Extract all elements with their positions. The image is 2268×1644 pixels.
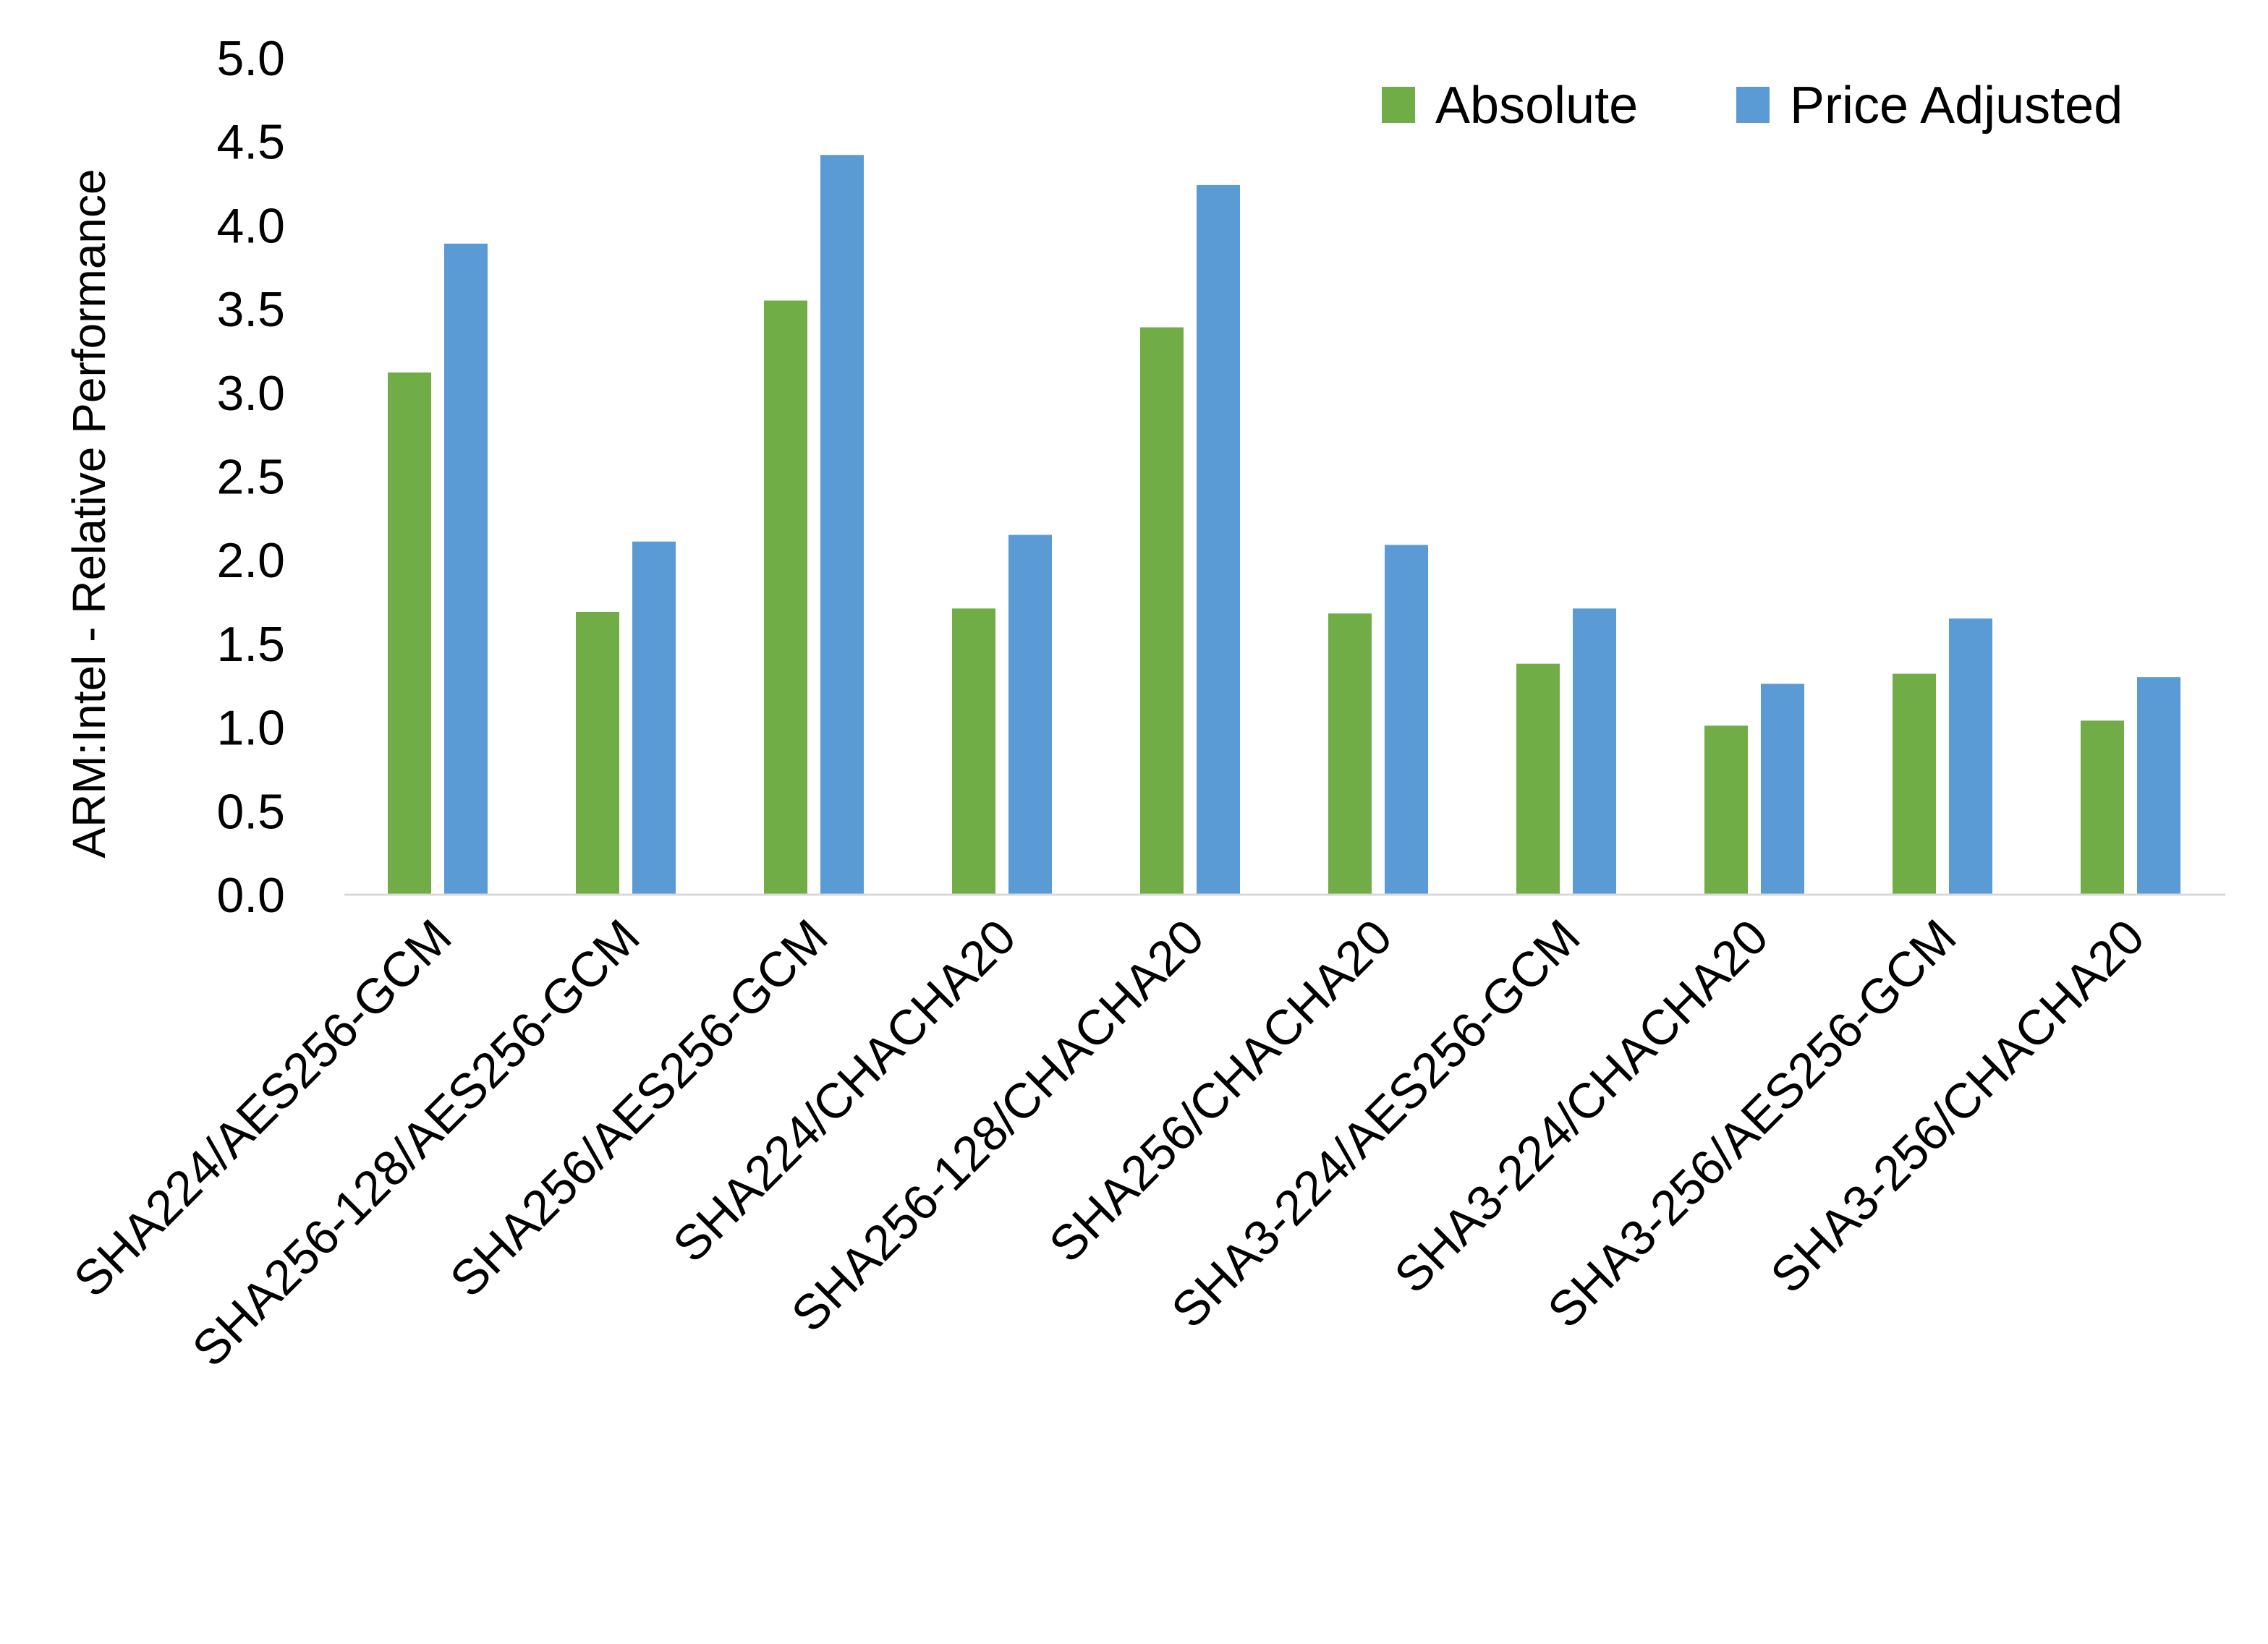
bar-price-adjusted <box>2137 677 2180 895</box>
bar-price-adjusted <box>1573 608 1616 895</box>
bar-absolute <box>952 608 995 895</box>
y-tick-label: 0.5 <box>216 784 285 839</box>
y-tick-label: 4.5 <box>216 115 285 170</box>
bar-absolute <box>1516 663 1560 895</box>
y-axis-ticks: 0.0 0.5 1.0 1.5 2.0 2.5 3.0 3.5 4.0 4.5 5.0 <box>216 31 285 923</box>
bar-price-adjusted <box>1949 618 1992 895</box>
x-tick-label: SHA256/CHACHA20 <box>1039 909 1403 1273</box>
legend-label: Absolute <box>1435 77 1638 135</box>
y-axis-label: ARM:Intel - Relative Performance <box>63 169 115 858</box>
legend-swatch <box>1736 87 1770 123</box>
x-tick-label: SHA224/AES256-GCM <box>64 909 462 1308</box>
bar-absolute <box>1704 725 1748 895</box>
bar-absolute <box>1328 613 1372 895</box>
bars <box>388 155 2180 895</box>
y-tick-label: 2.0 <box>216 533 285 588</box>
x-tick-label: SHA256/AES256-GCM <box>440 909 838 1308</box>
legend: Absolute Price Adjusted <box>1382 77 2123 135</box>
bar-price-adjusted <box>632 541 676 895</box>
bar-price-adjusted <box>820 155 864 895</box>
bar-absolute <box>1893 673 1936 895</box>
bar-absolute <box>1140 327 1184 895</box>
bar-absolute <box>388 372 431 895</box>
y-tick-label: 1.0 <box>216 701 285 756</box>
y-tick-label: 3.0 <box>216 366 285 421</box>
y-tick-label: 0.0 <box>216 868 285 923</box>
y-tick-label: 2.5 <box>216 450 285 505</box>
x-tick-label: SHA3-256/CHACHA20 <box>1760 909 2154 1303</box>
x-tick-label: SHA224/CHACHA20 <box>663 909 1027 1273</box>
y-tick-label: 1.5 <box>216 617 285 672</box>
y-tick-label: 3.5 <box>216 282 285 337</box>
bar-absolute <box>576 611 619 895</box>
bar-price-adjusted <box>444 243 488 895</box>
bar-price-adjusted <box>1385 545 1428 895</box>
legend-label: Price Adjusted <box>1790 77 2123 135</box>
bar-price-adjusted <box>1008 534 1052 895</box>
x-axis-labels: SHA224/AES256-GCMSHA256-128/AES256-GCMSH… <box>64 909 2155 1377</box>
bar-price-adjusted <box>1197 184 1240 895</box>
bar-price-adjusted <box>1761 683 1804 895</box>
bar-absolute <box>764 300 807 895</box>
legend-swatch <box>1382 87 1415 123</box>
y-tick-label: 4.0 <box>216 198 285 253</box>
y-tick-label: 5.0 <box>216 31 285 86</box>
x-tick-label: SHA3-224/CHACHA20 <box>1384 909 1778 1303</box>
bar-absolute <box>2081 720 2124 895</box>
